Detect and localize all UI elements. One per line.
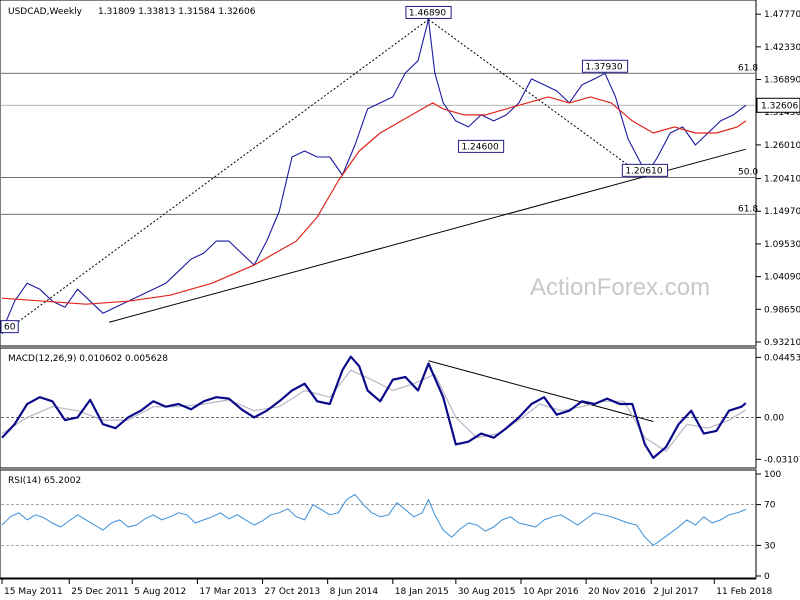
fib-label-1: 50.0: [738, 167, 758, 177]
x-tick-label-7: 30 Aug 2015: [458, 587, 516, 597]
macd-panel: MACD(12,26,9) 0.010602 0.005628: [0, 347, 757, 469]
annotation-text-1: 1.37930: [585, 62, 622, 72]
price-ohlc: 1.31809 1.33813 1.31584 1.32606: [98, 7, 256, 17]
rsi-y-tick-label-1: 70: [764, 501, 776, 511]
annotation-box-4: [0, 320, 19, 334]
rsi-title: RSI(14) 65.2002: [8, 476, 81, 486]
rsi-y-tick-label-0: 100: [764, 470, 781, 480]
x-tick-label-4: 27 Oct 2013: [265, 587, 321, 597]
price-y-tick-label-8: 1.04090: [764, 273, 800, 283]
price-y-tick-label-1: 1.42330: [764, 43, 800, 53]
price-y-tick-label-4: 1.26010: [764, 141, 800, 151]
rsi-y-tick-label-2: 30: [764, 541, 776, 551]
macd-y-axis: 0.044534 0.00 -0.031072: [756, 353, 800, 465]
price-y-tick-label-0: 1.47770: [764, 10, 800, 20]
annotation-text-2: 1.24600: [461, 142, 498, 152]
series-ma: [1, 96, 747, 305]
annotation-box-3: [621, 163, 669, 177]
annotation-text-0: 1.46890: [409, 8, 446, 18]
x-tick-label-5: 8 Jun 2014: [330, 587, 379, 597]
annotation-box-0: [405, 5, 452, 19]
price-trendline-2: [109, 148, 746, 323]
fib-label-0: 61.8: [738, 63, 758, 73]
x-tick-label-2: 5 Aug 2012: [134, 587, 186, 597]
macd-y-tick-label-0: 0.044534: [764, 353, 800, 363]
fib-label-2: 61.8: [738, 204, 758, 214]
price-y-tick-label-10: 0.93210: [764, 338, 800, 348]
x-tick-label-9: 20 Nov 2016: [588, 587, 646, 597]
x-tick-label-0: 15 May 2011: [4, 587, 63, 597]
rsi-y-tick-label-3: 0: [764, 572, 770, 582]
price-annotation-2: 1.24600: [457, 139, 505, 153]
price-y-tick-label-6: 1.14970: [764, 207, 800, 217]
series-price: [1, 18, 747, 332]
x-tick-label-1: 25 Dec 2011: [71, 587, 129, 597]
watermark: ActionForex.com: [530, 274, 710, 301]
macd-trendline-0: [428, 360, 654, 422]
price-annotation-3: 1.20610: [621, 163, 669, 177]
annotation-text-3: 1.20610: [625, 166, 662, 176]
series-signal: [1, 369, 747, 452]
price-y-tick-label-5: 1.20410: [764, 175, 800, 185]
price-trendline-0: [1, 19, 429, 335]
macd-title: MACD(12,26,9) 0.010602 0.005628: [8, 354, 168, 364]
series-macd: [1, 355, 747, 459]
price-y-tick-label-3: 1.31450: [764, 108, 800, 118]
price-panel: USDCAD,Weekly 1.31809 1.33813 1.31584 1.…: [0, 0, 758, 347]
x-tick-label-3: 17 Mar 2013: [199, 587, 256, 597]
last-price-text: 1.32606: [761, 101, 798, 111]
price-annotation-1: 1.37930: [581, 59, 629, 73]
series-rsi: [1, 493, 746, 546]
price-annotation-0: 1.46890: [405, 5, 452, 19]
annotation-box-2: [457, 139, 505, 153]
x-axis: 15 May 2011 25 Dec 2011 5 Aug 2012 17 Mar 2…: [0, 578, 773, 597]
last-price-box: [756, 97, 800, 113]
price-y-tick-label-9: 0.98650: [764, 305, 800, 315]
rsi-panel: RSI(14) 65.2002: [0, 469, 757, 579]
macd-y-tick-label-2: -0.031072: [764, 455, 800, 465]
x-tick-label-6: 18 Jan 2015: [395, 587, 449, 597]
price-annotation-4: 60: [0, 320, 19, 334]
x-tick-label-8: 10 Apr 2016: [523, 587, 579, 597]
x-tick-label-10: 2 Jul 2017: [653, 587, 698, 597]
price-y-axis: 1.47770 1.42330 1.36890 1.31450 1.26010 1.204…: [756, 10, 800, 348]
price-y-tick-label-7: 1.09530: [764, 240, 800, 250]
annotation-box-1: [581, 59, 629, 73]
annotation-text-4: 60: [4, 323, 16, 333]
x-tick-label-11: 11 Feb 2018: [716, 587, 772, 597]
rsi-y-axis: 100 70 30 0: [756, 470, 781, 582]
price-y-tick-label-2: 1.36890: [764, 76, 800, 86]
price-title: USDCAD,Weekly: [8, 7, 83, 17]
macd-y-tick-label-1: 0.00: [764, 413, 784, 423]
price-trendline-1: [428, 19, 646, 178]
last-price-label: 1.32606: [756, 97, 800, 113]
